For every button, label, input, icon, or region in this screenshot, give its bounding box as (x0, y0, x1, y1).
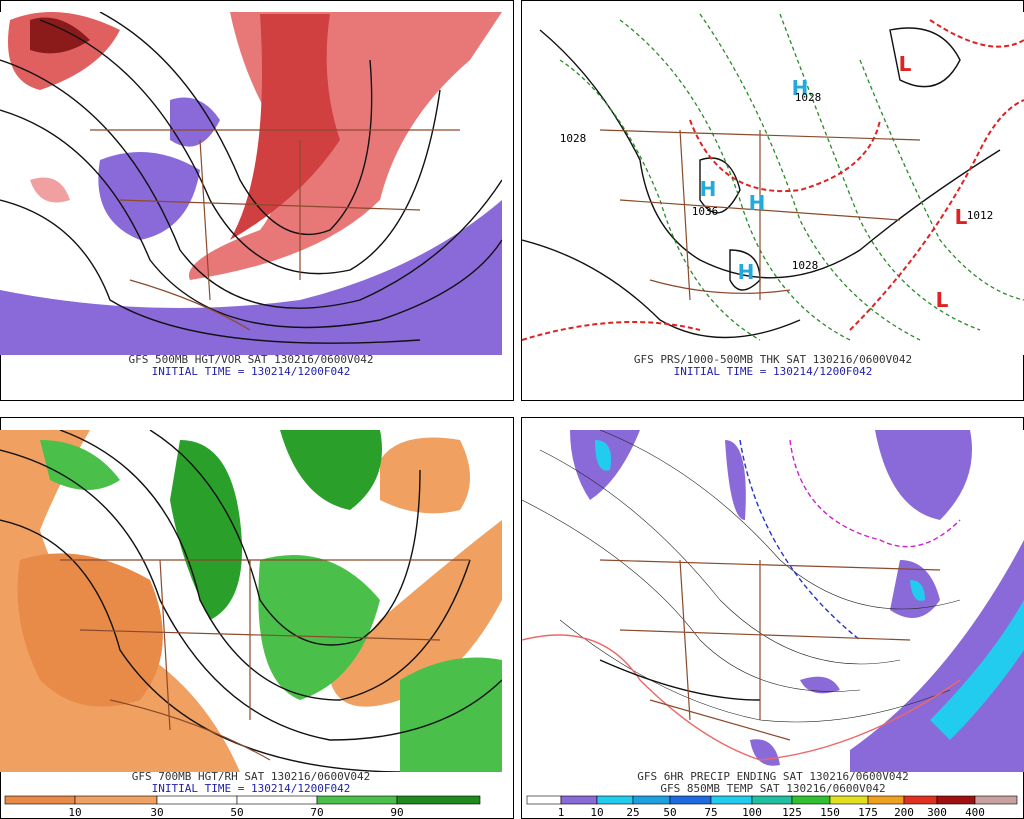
colorbar-label: 125 (782, 806, 802, 819)
low-marker: L (936, 288, 949, 312)
colorbar-label: 300 (927, 806, 947, 819)
high-marker: H (738, 260, 755, 284)
contour-label: 1028 (795, 91, 822, 104)
colorbar-labels: 1 10 25 50 75 100 125 150 175 200 300 400 (558, 806, 985, 819)
map-sfc (522, 12, 1024, 355)
caption: GFS 6HR PRECIP ENDING SAT 130216/0600V04… (637, 770, 909, 783)
initial-time: INITIAL TIME = 130214/1200F042 (152, 782, 351, 795)
caption: GFS 700MB HGT/RH SAT 130216/0600V042 (132, 770, 370, 783)
colorbar-label: 90 (390, 806, 403, 819)
colorbar-label: 1 (558, 806, 565, 819)
high-marker: H (749, 191, 766, 215)
high-marker: H (700, 177, 717, 201)
colorbar-label: 25 (626, 806, 639, 819)
colorbar-label: 30 (150, 806, 163, 819)
low-marker: L (899, 52, 912, 76)
colorbar-label: 10 (590, 806, 603, 819)
colorbar-label: 150 (820, 806, 840, 819)
contour-label: 1012 (967, 209, 994, 222)
initial-time: INITIAL TIME = 130214/1200F042 (152, 365, 351, 378)
low-marker: L (955, 205, 968, 229)
colorbar-label: 50 (663, 806, 676, 819)
pressure-centers: H H H H L L L 1028 1036 1028 1012 1028 (560, 52, 994, 312)
colorbar-label: 400 (965, 806, 985, 819)
colorbar-labels: 10 30 50 70 90 (68, 806, 403, 819)
caption-temp: GFS 850MB TEMP SAT 130216/0600V042 (660, 782, 885, 795)
colorbar-label: 50 (230, 806, 243, 819)
caption: GFS 500MB HGT/VOR SAT 130216/0600V042 (128, 353, 373, 366)
colorbar-label: 100 (742, 806, 762, 819)
colorbar-rh (4, 795, 481, 805)
colorbar-label: 70 (310, 806, 323, 819)
map-500mb (0, 12, 502, 355)
contour-label: 1036 (692, 205, 719, 218)
initial-time: INITIAL TIME = 130214/1200F042 (674, 365, 873, 378)
high-marker: H (792, 76, 809, 100)
map-precip (522, 430, 1024, 772)
colorbar-precip (526, 795, 1018, 805)
colorbar-label: 200 (894, 806, 914, 819)
contour-label: 1028 (792, 259, 819, 272)
contour-label: 1028 (560, 132, 587, 145)
map-700mb (0, 430, 502, 772)
colorbar-label: 10 (68, 806, 81, 819)
caption: GFS PRS/1000-500MB THK SAT 130216/0600V0… (634, 353, 912, 366)
colorbar-label: 75 (704, 806, 717, 819)
colorbar-label: 175 (858, 806, 878, 819)
